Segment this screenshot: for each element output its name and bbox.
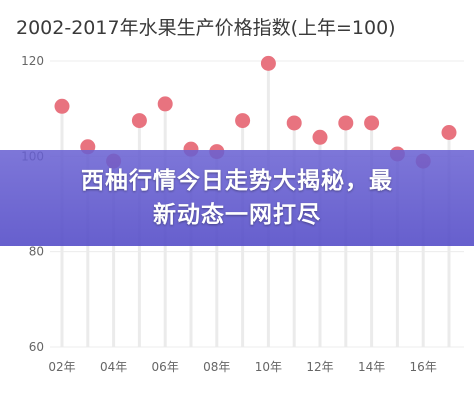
- x-tick-label: 04年: [100, 360, 127, 374]
- x-tick-label: 14年: [358, 360, 385, 374]
- x-tick-label: 16年: [410, 360, 437, 374]
- data-point: [286, 115, 302, 131]
- data-point: [54, 98, 70, 114]
- headline-line-2: 新动态一网打尽: [153, 202, 321, 228]
- x-tick-label: 06年: [152, 360, 179, 374]
- data-point: [131, 113, 147, 129]
- x-tick-label: 02年: [48, 360, 75, 374]
- data-point: [260, 55, 276, 71]
- y-tick-label: 80: [29, 245, 44, 259]
- data-point: [338, 115, 354, 131]
- data-point: [235, 113, 251, 129]
- x-tick-label: 08年: [203, 360, 230, 374]
- chart-title: 2002-2017年水果生产价格指数(上年=100): [16, 17, 396, 39]
- x-tick-label: 10年: [255, 360, 282, 374]
- x-tick-label: 12年: [306, 360, 333, 374]
- headline-banner: 西柚行情今日走势大揭秘，最 新动态一网打尽: [0, 150, 474, 246]
- data-point: [441, 125, 457, 140]
- x-axis-ticks: 02年 04年 06年 08年 10年 12年 14年 16年: [48, 360, 436, 374]
- y-tick-label: 60: [29, 340, 44, 354]
- headline-line-1: 西柚行情今日走势大揭秘，最: [81, 168, 393, 194]
- y-tick-label: 120: [21, 54, 44, 68]
- data-point: [312, 129, 328, 145]
- data-point: [157, 96, 173, 112]
- data-point: [364, 115, 380, 131]
